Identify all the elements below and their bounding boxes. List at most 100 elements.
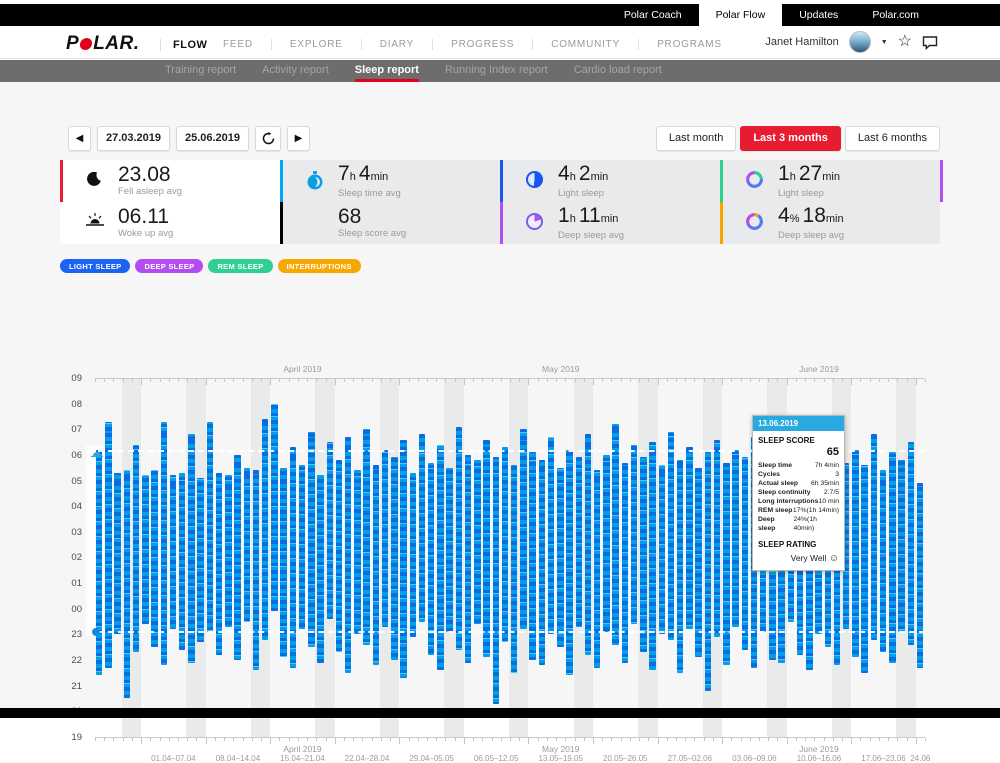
caret-down-icon[interactable]: ▼ xyxy=(880,38,888,46)
sleep-bar[interactable] xyxy=(603,454,610,632)
sleep-bar[interactable] xyxy=(354,470,361,635)
sleep-bar[interactable] xyxy=(483,439,490,658)
sleep-bar[interactable] xyxy=(188,434,195,663)
subnav-item-running-index-report[interactable]: Running Index report xyxy=(444,64,548,76)
prev-period-button[interactable]: ◀ xyxy=(68,126,91,151)
user-name[interactable]: Janet Hamilton xyxy=(765,36,839,48)
sleep-bar[interactable] xyxy=(889,452,896,663)
sleep-bar[interactable] xyxy=(898,460,905,632)
sleep-bar[interactable] xyxy=(437,444,444,671)
sleep-bar[interactable] xyxy=(907,442,914,645)
sleep-bar[interactable] xyxy=(640,457,647,653)
sleep-bar[interactable] xyxy=(400,439,407,678)
sleep-bar[interactable] xyxy=(547,436,555,635)
nav-item-diary[interactable]: DIARY xyxy=(362,39,434,50)
sleep-bar[interactable] xyxy=(732,449,739,627)
sleep-bar[interactable] xyxy=(594,470,601,668)
sleep-bar[interactable] xyxy=(114,472,121,635)
sleep-bar[interactable] xyxy=(335,460,343,653)
sleep-bar[interactable] xyxy=(298,465,306,630)
sleep-bar[interactable] xyxy=(289,447,297,668)
sleep-bar[interactable] xyxy=(105,421,112,668)
sleep-bar[interactable] xyxy=(151,470,158,648)
sleep-bar[interactable] xyxy=(345,436,352,673)
topbar-tab-polar-coach[interactable]: Polar Coach xyxy=(623,9,682,21)
sleep-bar[interactable] xyxy=(492,457,499,704)
sleep-bar[interactable] xyxy=(243,467,250,622)
sleep-bar[interactable] xyxy=(658,465,665,635)
legend-chip-deep-sleep[interactable]: DEEP SLEEP xyxy=(135,259,204,273)
sleep-bar[interactable] xyxy=(520,429,527,630)
sleep-bar[interactable] xyxy=(225,475,232,627)
sleep-bar[interactable] xyxy=(511,465,518,673)
chat-icon[interactable] xyxy=(922,35,938,50)
sleep-bar[interactable] xyxy=(363,429,370,645)
subnav-item-activity-report[interactable]: Activity report xyxy=(262,64,329,76)
star-icon[interactable]: ☆ xyxy=(897,33,912,50)
nav-item-feed[interactable]: FEED xyxy=(205,39,272,50)
sleep-bar[interactable] xyxy=(916,483,924,668)
nav-item-programs[interactable]: PROGRAMS xyxy=(657,39,722,50)
sleep-bar[interactable] xyxy=(529,452,536,661)
sleep-bar[interactable] xyxy=(713,439,721,637)
subnav-item-training-report[interactable]: Training report xyxy=(165,64,237,76)
subnav-item-cardio-load-report[interactable]: Cardio load report xyxy=(573,64,662,76)
sleep-bar[interactable] xyxy=(169,475,177,630)
polar-logo[interactable]: P LAR. xyxy=(66,33,140,55)
legend-chip-light-sleep[interactable]: LIGHT SLEEP xyxy=(60,259,131,273)
sleep-bar[interactable] xyxy=(446,467,453,632)
sleep-bar[interactable] xyxy=(123,470,131,699)
nav-item-progress[interactable]: PROGRESS xyxy=(433,39,534,50)
range-button-last-month[interactable]: Last month xyxy=(655,126,737,151)
nav-item-community[interactable]: COMMUNITY xyxy=(533,39,640,50)
sleep-bar[interactable] xyxy=(234,454,241,661)
sleep-bar[interactable] xyxy=(557,467,564,648)
sleep-bar[interactable] xyxy=(852,449,859,658)
next-period-button[interactable]: ▶ xyxy=(287,126,310,151)
sleep-bar[interactable] xyxy=(372,465,380,666)
legend-chip-interruptions[interactable]: INTERRUPTIONS xyxy=(277,259,361,273)
sleep-bar[interactable] xyxy=(280,467,287,658)
sleep-bar[interactable] xyxy=(695,467,702,658)
sleep-bar[interactable] xyxy=(252,470,260,671)
sleep-bar[interactable] xyxy=(308,431,315,648)
sleep-bar[interactable] xyxy=(575,457,582,627)
sleep-bar[interactable] xyxy=(630,444,638,625)
sleep-bar[interactable] xyxy=(197,477,204,643)
sleep-bar[interactable] xyxy=(317,475,324,663)
refresh-button[interactable] xyxy=(255,126,281,151)
sleep-bar[interactable] xyxy=(262,419,269,640)
sleep-bar[interactable] xyxy=(501,447,509,643)
sleep-bar[interactable] xyxy=(464,454,472,663)
topbar-tab-polar-flow[interactable]: Polar Flow xyxy=(698,4,783,26)
sleep-bar[interactable] xyxy=(96,449,103,676)
sleep-bar[interactable] xyxy=(861,465,868,673)
range-button-last-3-months[interactable]: Last 3 months xyxy=(740,126,841,151)
sleep-bar[interactable] xyxy=(723,462,730,666)
topbar-tab-polar-com[interactable]: Polar.com xyxy=(872,9,919,21)
sleep-bar[interactable] xyxy=(584,434,592,655)
sleep-bar[interactable] xyxy=(612,424,619,645)
sleep-bar[interactable] xyxy=(179,472,186,650)
range-button-last-6-months[interactable]: Last 6 months xyxy=(844,126,940,151)
sleep-bar[interactable] xyxy=(667,431,675,640)
sleep-bar[interactable] xyxy=(418,434,426,622)
sleep-bar[interactable] xyxy=(474,460,481,625)
sleep-bar[interactable] xyxy=(271,403,278,612)
nav-item-explore[interactable]: EXPLORE xyxy=(272,39,362,50)
sleep-bar[interactable] xyxy=(160,421,167,666)
sleep-bar[interactable] xyxy=(428,462,435,655)
sleep-bar[interactable] xyxy=(621,462,629,663)
sleep-bar[interactable] xyxy=(132,444,140,653)
sleep-bar[interactable] xyxy=(566,449,573,676)
sleep-bar[interactable] xyxy=(870,434,878,640)
sleep-bar[interactable] xyxy=(206,421,214,632)
sleep-bar[interactable] xyxy=(409,472,416,637)
sleep-bar[interactable] xyxy=(538,460,546,666)
sleep-bar[interactable] xyxy=(326,442,333,619)
sleep-bar[interactable] xyxy=(677,460,684,673)
sleep-bar[interactable] xyxy=(455,426,463,650)
sleep-bar[interactable] xyxy=(381,449,389,627)
sleep-bar[interactable] xyxy=(142,475,149,625)
sleep-bar[interactable] xyxy=(704,452,712,691)
